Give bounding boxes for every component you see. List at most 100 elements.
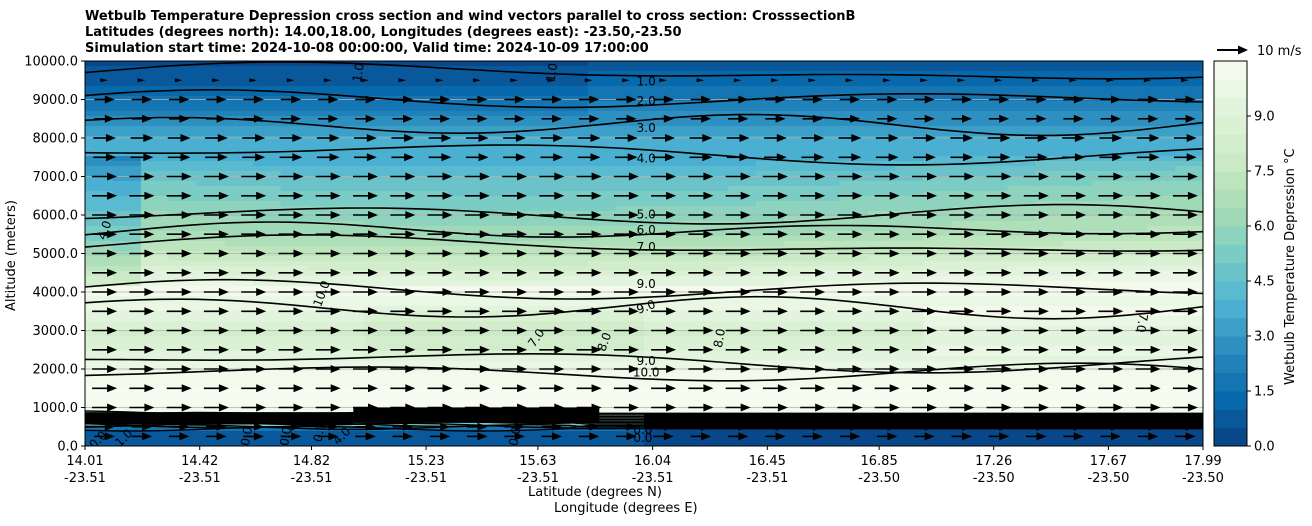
contour-fill-cell [336,246,366,252]
contour-fill-cell [532,176,561,182]
contour-fill-cell [560,291,589,297]
contour-fill-cell [336,111,366,117]
wind-vector-head [887,95,898,104]
contour-fill-cell [532,206,561,212]
contour-fill-cell [1035,121,1064,127]
contour-fill-cell [783,236,813,242]
wind-vector-head [405,365,416,373]
contour-fill-cell [532,131,561,137]
wind-vector-head [1111,432,1121,441]
contour-fill-cell [588,106,617,112]
contour-fill-cell [1147,261,1176,267]
contour-fill-cell [252,286,282,292]
contour-fill-cell [1119,396,1148,402]
contour-fill-cell [783,401,813,407]
contour-fill-cell [588,136,617,142]
contour-fill-cell [252,346,282,352]
wind-vector-head [517,191,528,200]
contour-fill-cell [224,351,254,357]
contour-fill-cell [196,196,226,202]
contour-fill-cell [895,106,925,112]
contour-fill-cell [1119,406,1148,412]
contour-fill-cell [420,276,449,282]
contour-fill-cell [811,396,841,402]
contour-fill-cell [867,131,897,137]
contour-fill-cell [308,176,338,182]
wind-vector-head [740,288,751,296]
contour-fill-cell [1147,331,1176,337]
contour-fill-cell [168,431,198,437]
contour-fill-cell [1007,401,1036,407]
contour-fill-cell [895,141,925,147]
contour-fill-cell [85,156,114,162]
wind-vector-head [179,95,190,104]
contour-fill-cell [1035,286,1064,292]
contour-fill-cell [1175,221,1203,227]
contour-fill-cell [420,301,449,307]
contour-fill-cell [168,336,198,342]
contour-fill-cell [979,86,1008,92]
contour-fill-cell [308,376,338,382]
contour-fill-cell [923,266,953,272]
wind-vector-head [517,307,528,316]
wind-vector-head [701,422,712,431]
contour-fill-cell [504,241,533,247]
contour-line-9.0 [85,352,1203,374]
contour-fill-cell [588,61,617,67]
contour-fill-cell [1007,156,1036,162]
wind-vector-head [104,95,115,104]
wind-vector-head [517,365,528,373]
contour-fill-cell [1147,226,1176,232]
contour-fill-cell [644,401,673,407]
contour-fill-cell [420,111,449,117]
contour-fill-cell [699,186,729,192]
contour-fill-cell [839,376,869,382]
contour-fill-cell [867,271,897,277]
wind-vector-head [144,230,155,239]
contour-fill-cell [112,311,142,317]
contour-fill-cell [560,86,589,92]
contour-fill-cell [979,271,1008,277]
wind-vector-head [291,432,302,441]
contour-fill-cell [671,376,701,382]
wind-vector-head [777,230,788,239]
contour-fill-cell [224,396,254,402]
contour-fill-cell [699,86,729,92]
contour-fill-cell [140,241,170,247]
contour-fill-cell [839,206,869,212]
contour-fill-cell [1175,301,1203,307]
contour-fill-cell [811,166,841,172]
contour-fill-cell [839,126,869,132]
wind-vector-head [626,422,637,431]
contour-fill-cell [1091,346,1120,352]
contour-fill-cell [895,376,925,382]
contour-fill-cell [364,106,394,112]
wind-vector-head [927,345,937,354]
contour-fill-cell [280,186,310,192]
contour-fill-cell [1035,311,1064,317]
contour-fill-cell [532,211,561,217]
contour-fill-cell [895,111,925,117]
contour-fill-cell [755,281,785,287]
wind-vector-head [366,153,377,162]
contour-fill-cell [1007,196,1036,202]
contour-fill-cell [224,401,254,407]
contour-fill-cell [783,396,813,402]
contour-fill-cell [1091,301,1120,307]
contour-fill-cell [727,391,757,397]
wind-vector-head [628,307,639,316]
wind-vector-head [1150,403,1161,412]
contour-fill-cell [308,336,338,342]
wind-vector-head [293,249,304,258]
contour-fill-cell [196,166,226,172]
contour-fill-cell [1147,71,1176,77]
contour-fill-cell [1175,236,1203,242]
contour-fill-cell [588,286,617,292]
contour-fill-cell [1091,436,1120,442]
contour-fill-cell [196,101,226,107]
contour-fill-cell [532,331,561,337]
contour-fill-cell [923,106,953,112]
wind-vector-head [628,191,639,200]
contour-fill-cell [336,346,366,352]
contour-fill-cell [644,361,673,367]
